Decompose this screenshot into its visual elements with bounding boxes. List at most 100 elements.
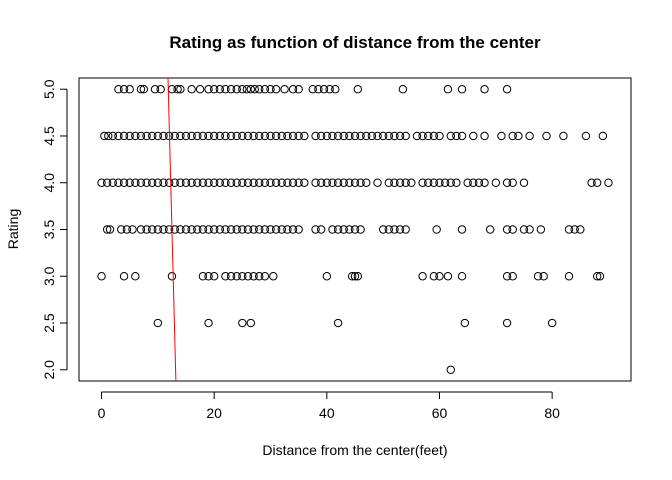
- x-tick-label: 40: [319, 405, 335, 421]
- data-point: [238, 225, 247, 234]
- data-point: [119, 178, 129, 187]
- y-tick-label: 3.5: [41, 220, 57, 240]
- data-point: [153, 178, 163, 187]
- data-point: [356, 178, 365, 187]
- data-point: [502, 318, 512, 328]
- data-point: [398, 85, 408, 94]
- data-point: [198, 225, 208, 234]
- data-point: [390, 225, 399, 234]
- data-point: [271, 131, 281, 141]
- y-axis-label: Rating: [5, 209, 21, 249]
- data-point: [260, 225, 270, 234]
- data-point: [502, 225, 512, 234]
- data-point: [193, 225, 202, 234]
- data-point: [429, 272, 439, 281]
- data-point: [373, 178, 382, 187]
- data-point: [446, 131, 455, 141]
- plot-frame: [78, 77, 632, 382]
- data-point: [181, 131, 191, 141]
- data-point: [288, 131, 298, 141]
- data-point: [108, 131, 118, 141]
- data-point: [221, 85, 230, 94]
- data-point: [508, 131, 517, 141]
- data-point: [249, 225, 258, 234]
- data-point: [373, 131, 382, 141]
- data-point: [319, 85, 329, 94]
- data-point: [176, 178, 185, 187]
- data-point: [232, 272, 241, 281]
- data-point: [122, 225, 132, 234]
- data-point: [153, 318, 163, 328]
- data-point: [119, 272, 129, 281]
- data-point: [204, 85, 213, 94]
- data-point: [469, 131, 478, 141]
- data-point: [443, 85, 453, 94]
- data-point: [198, 131, 208, 141]
- data-point: [350, 178, 360, 187]
- data-point: [136, 85, 146, 94]
- data-point: [502, 85, 512, 94]
- data-point: [131, 272, 140, 281]
- data-point: [598, 131, 608, 141]
- data-point: [547, 318, 557, 328]
- data-point: [435, 272, 444, 281]
- data-point: [167, 272, 177, 281]
- data-point: [435, 178, 444, 187]
- data-point: [238, 131, 247, 141]
- data-point: [204, 318, 213, 328]
- data-point: [209, 272, 219, 281]
- x-tick-label: 60: [432, 405, 448, 421]
- data-point: [480, 131, 489, 141]
- data-point: [308, 85, 317, 94]
- data-point: [328, 178, 337, 187]
- data-point: [294, 225, 303, 234]
- data-point: [440, 178, 450, 187]
- data-point: [108, 178, 118, 187]
- y-axis: 2.0 2.5 3.0 3.5 4.0 4.5 5.0: [41, 79, 68, 380]
- data-point: [136, 131, 146, 141]
- data-point: [424, 178, 433, 187]
- data-point: [460, 318, 470, 328]
- data-point: [474, 178, 484, 187]
- data-point: [311, 131, 320, 141]
- data-point: [176, 85, 185, 94]
- data-point: [350, 131, 360, 141]
- data-point: [356, 225, 365, 234]
- data-point: [249, 131, 258, 141]
- data-point: [525, 131, 534, 141]
- data-point: [125, 131, 134, 141]
- data-point: [117, 225, 126, 234]
- data-point: [317, 178, 326, 187]
- data-point: [159, 225, 168, 234]
- data-point: [457, 225, 467, 234]
- data-point: [170, 225, 179, 234]
- data-point: [539, 272, 548, 281]
- data-point: [243, 178, 253, 187]
- data-point: [432, 225, 441, 234]
- data-point: [378, 225, 388, 234]
- data-point: [255, 85, 264, 94]
- x-tick-label: 20: [206, 405, 222, 421]
- data-point: [164, 225, 174, 234]
- data-point: [497, 131, 506, 141]
- data-point: [277, 225, 286, 234]
- data-point: [238, 272, 247, 281]
- data-point: [131, 131, 140, 141]
- data-point: [142, 131, 151, 141]
- data-point: [294, 178, 303, 187]
- data-point: [469, 178, 478, 187]
- data-point: [181, 225, 191, 234]
- data-point: [508, 178, 517, 187]
- data-point: [243, 225, 253, 234]
- data-point: [153, 225, 163, 234]
- data-point: [457, 272, 467, 281]
- data-point: [390, 131, 399, 141]
- data-point: [238, 318, 247, 328]
- data-point: [350, 272, 360, 281]
- data-point: [221, 272, 230, 281]
- data-point: [288, 85, 298, 94]
- data-point: [401, 225, 410, 234]
- data-point: [395, 131, 405, 141]
- data-point: [119, 85, 129, 94]
- data-point: [446, 178, 455, 187]
